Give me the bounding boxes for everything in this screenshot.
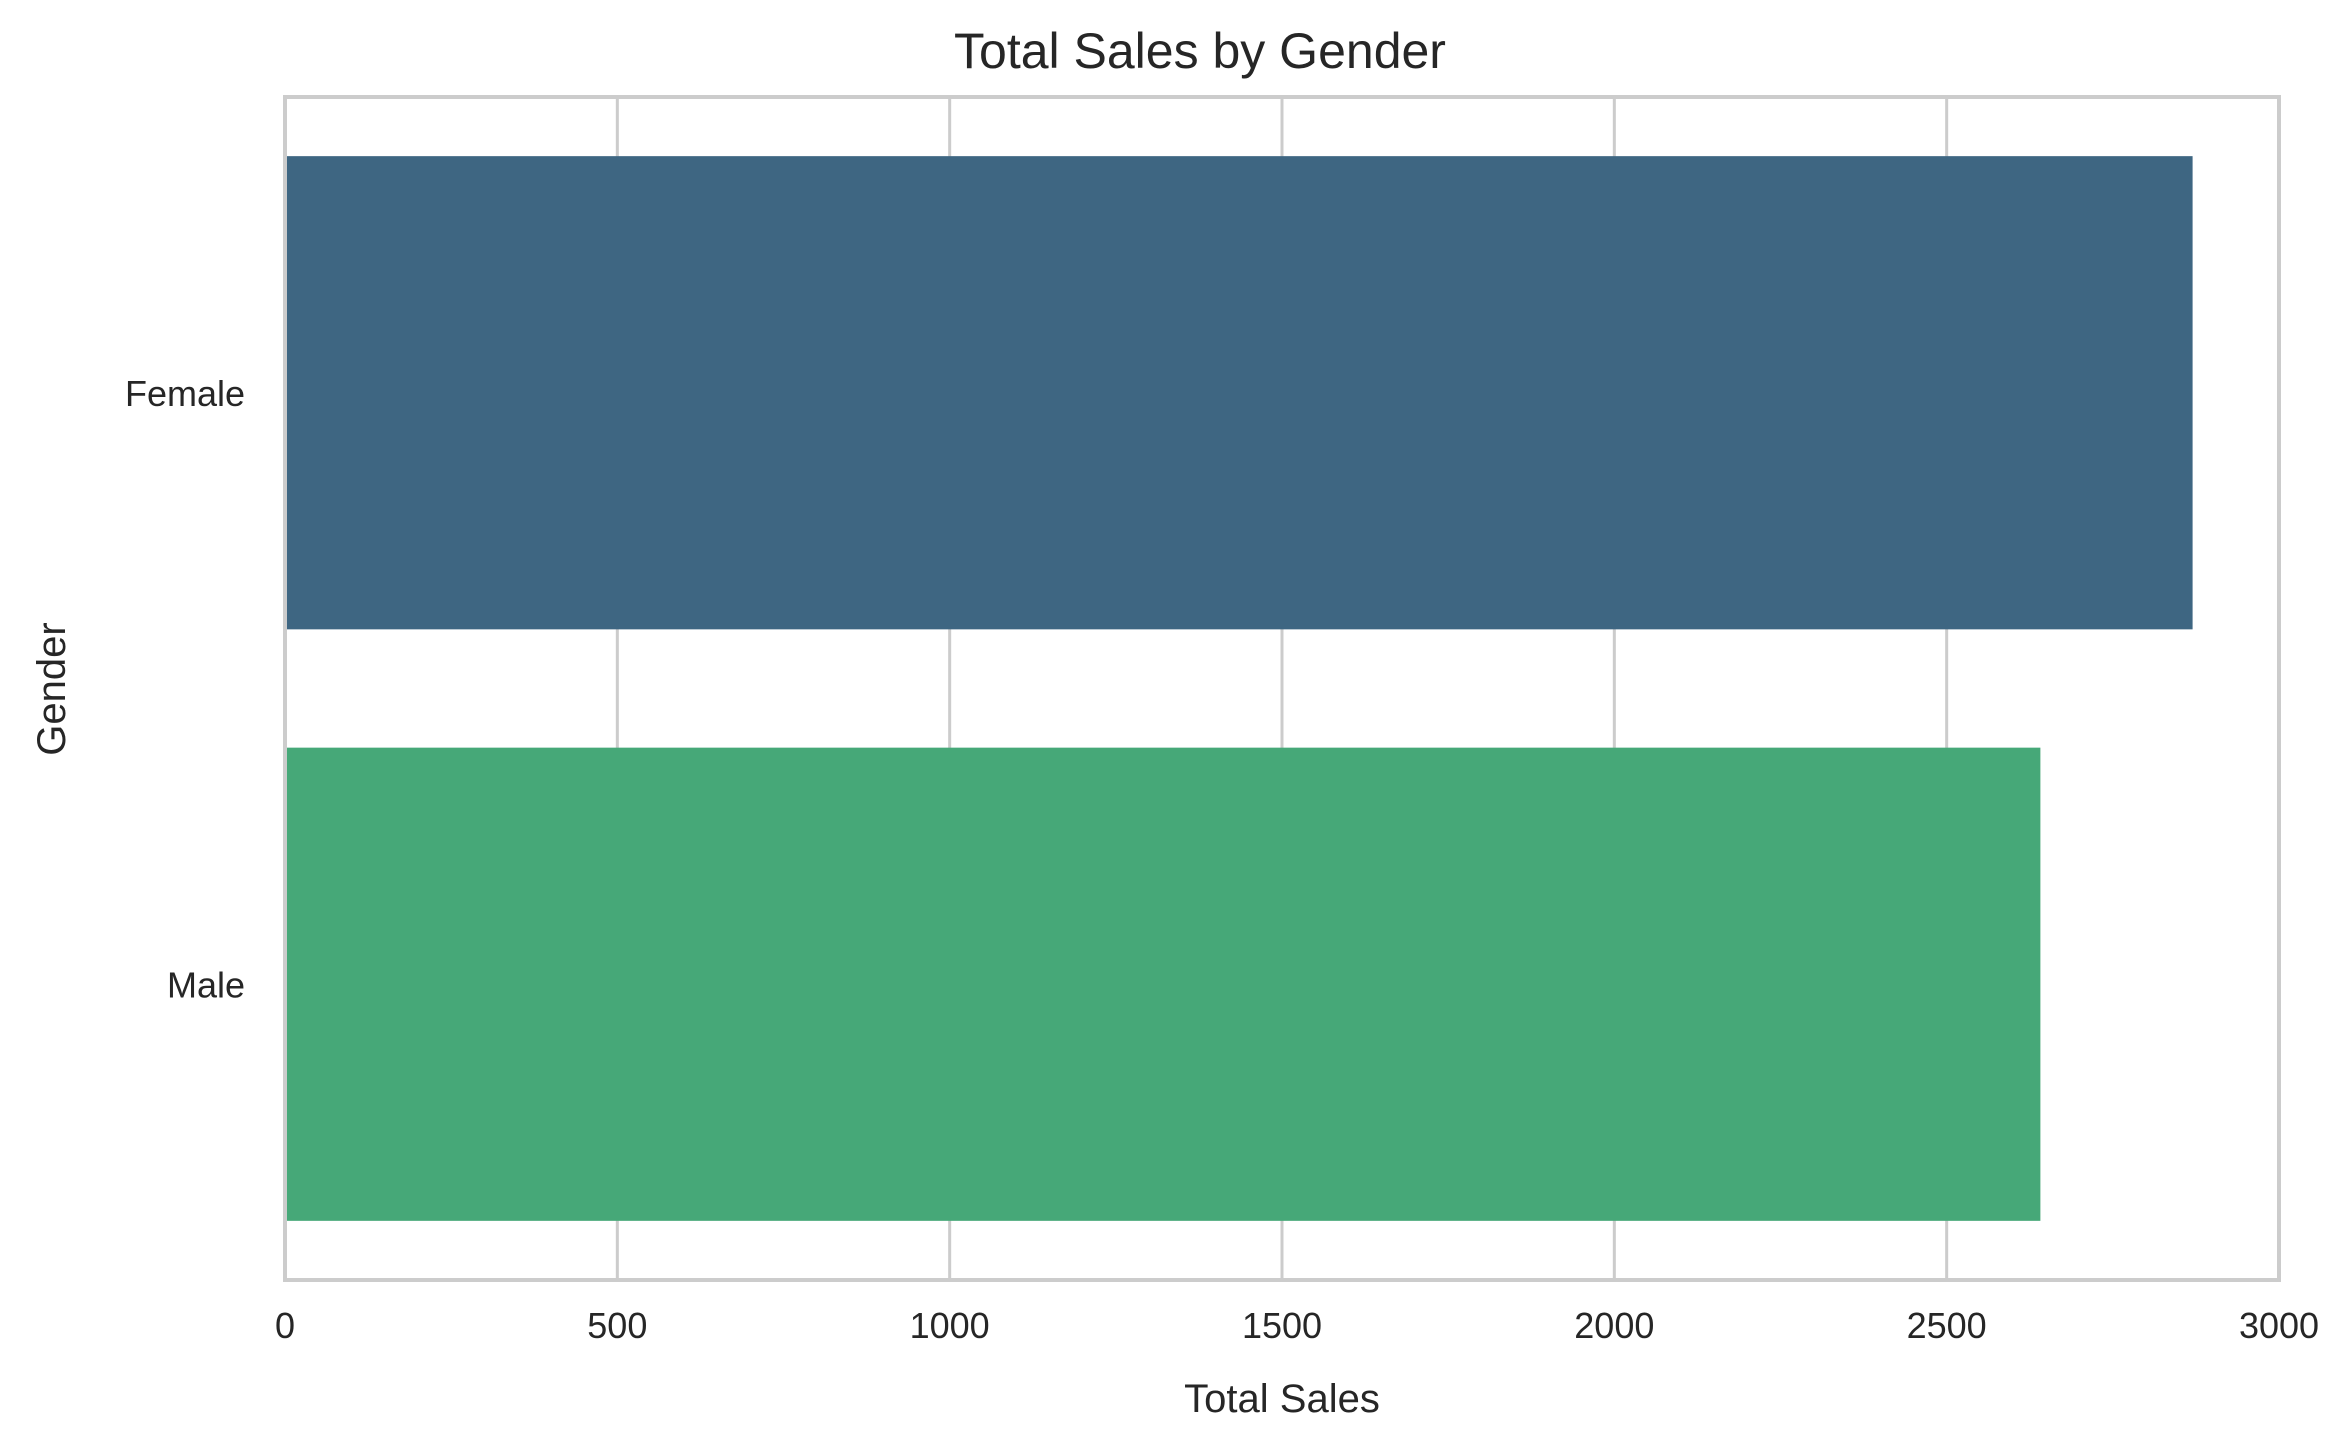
x-tick-label: 3000 — [2239, 1305, 2319, 1346]
x-tick-label: 2000 — [1574, 1305, 1654, 1346]
y-tick-labels: Female Male — [125, 373, 245, 1006]
x-tick-label: 1000 — [910, 1305, 990, 1346]
bar-female — [285, 156, 2193, 630]
x-tick-label: 0 — [275, 1305, 295, 1346]
y-tick-label: Male — [167, 964, 245, 1005]
x-tick-label: 500 — [587, 1305, 647, 1346]
plot-frame — [283, 95, 2281, 1282]
x-tick-label: 1500 — [1242, 1305, 1322, 1346]
x-tick-labels: 0 500 1000 1500 2000 2500 3000 — [275, 1305, 2319, 1346]
y-axis-label: Gender — [30, 622, 74, 755]
y-tick-label: Female — [125, 373, 245, 414]
chart-title: Total Sales by Gender — [954, 23, 1446, 79]
x-axis-label: Total Sales — [1184, 1377, 1380, 1421]
bar-male — [285, 747, 2041, 1221]
x-tick-label: 2500 — [1907, 1305, 1987, 1346]
bars — [285, 156, 2193, 1221]
